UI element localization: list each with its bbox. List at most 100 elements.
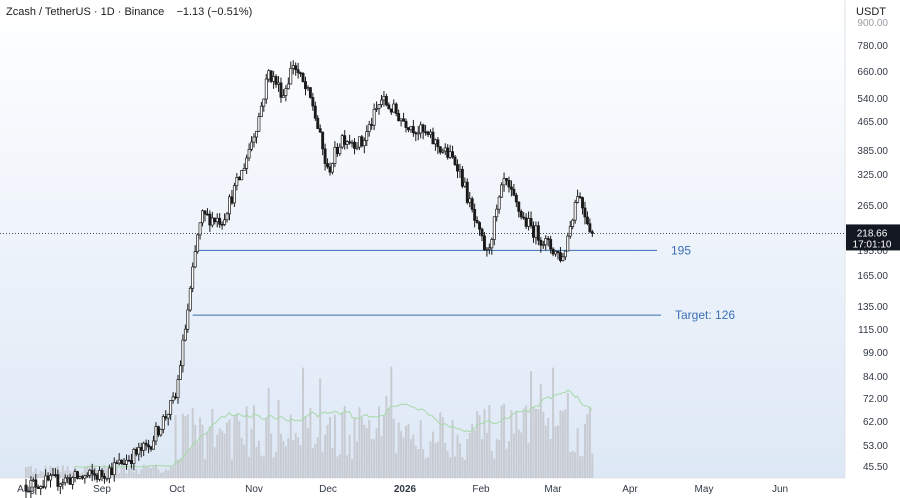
volume-bar xyxy=(365,428,368,478)
candle-body xyxy=(120,459,124,465)
candle-body xyxy=(362,140,366,147)
candle-body xyxy=(556,250,560,253)
candle-body xyxy=(458,168,462,172)
volume-bar xyxy=(25,466,27,478)
time-tick-label: Apr xyxy=(622,484,638,495)
candle-body xyxy=(277,82,280,85)
volume-bar xyxy=(321,451,324,478)
volume-bar xyxy=(476,411,479,478)
volume-bar xyxy=(414,445,417,478)
volume-bar xyxy=(201,424,204,478)
volume-bar xyxy=(243,444,246,478)
volume-bar xyxy=(324,434,327,478)
exchange-name: Binance xyxy=(124,6,165,18)
interval-label[interactable]: 1D xyxy=(100,6,115,18)
candle-body xyxy=(384,96,388,106)
candle-body xyxy=(223,219,227,225)
candle-body xyxy=(80,476,84,479)
candle-body xyxy=(68,477,72,485)
volume-bar xyxy=(289,414,292,478)
candle-body xyxy=(117,459,121,464)
candle-body xyxy=(122,463,126,466)
candle-body xyxy=(78,476,82,479)
plot-background xyxy=(0,0,845,478)
symbol-name[interactable]: Zcash / TetherUS xyxy=(6,6,91,18)
volume-bar xyxy=(292,440,295,478)
volume-bar xyxy=(397,422,400,478)
candle-body xyxy=(53,474,57,476)
candle-body xyxy=(431,131,435,145)
volume-bar xyxy=(226,422,229,478)
candle-countdown: 17:01:10 xyxy=(853,239,892,250)
volume-bar xyxy=(542,411,545,478)
volume-bar xyxy=(591,453,594,478)
volume-bar xyxy=(338,454,341,478)
price-tick-label: 84.00 xyxy=(863,372,888,383)
candle-body xyxy=(404,120,408,128)
annotation-lines: 195 Target: 126 xyxy=(192,243,735,322)
candle-body xyxy=(387,104,391,110)
currency-label[interactable]: USDT xyxy=(856,6,886,18)
candle-body xyxy=(470,198,474,210)
volume-bar xyxy=(297,437,300,478)
candle-body xyxy=(110,467,114,476)
volume-bar xyxy=(189,448,192,478)
candle-body xyxy=(448,151,452,158)
candle-body xyxy=(409,126,413,131)
candle-body xyxy=(250,141,253,150)
volume-bar xyxy=(127,468,130,478)
candle-body xyxy=(316,117,320,129)
candle-body xyxy=(563,250,567,258)
volume-bar xyxy=(221,430,224,478)
volume-bar xyxy=(358,407,361,478)
candle-body xyxy=(421,124,425,133)
candle-body xyxy=(125,459,128,465)
candle-body xyxy=(281,95,285,98)
volume-bar xyxy=(532,406,535,478)
volume-bar xyxy=(510,410,513,478)
candle-body xyxy=(159,428,163,436)
candle-body xyxy=(286,83,290,90)
volume-bar xyxy=(522,408,525,478)
candle-body xyxy=(139,447,143,451)
volume-bar xyxy=(167,470,170,478)
candle-body xyxy=(272,76,276,82)
candle-body xyxy=(29,480,33,492)
candle-body xyxy=(321,131,325,150)
candle-body xyxy=(299,72,303,75)
candle-body xyxy=(161,416,165,430)
candle-body xyxy=(473,209,477,221)
annotation-label: 195 xyxy=(671,243,691,257)
candle-body xyxy=(205,213,209,216)
price-tick-label: 53.00 xyxy=(863,441,888,452)
volume-bar xyxy=(409,439,412,478)
volume-bar xyxy=(64,470,67,478)
volume-bar xyxy=(429,441,432,478)
candle-body xyxy=(203,210,207,215)
volume-bar xyxy=(395,453,398,478)
time-tick-label: May xyxy=(695,484,714,495)
volume-bar xyxy=(348,434,351,478)
candle-body xyxy=(51,474,55,476)
candle-body xyxy=(323,148,327,164)
candle-body xyxy=(505,178,508,181)
volume-bar xyxy=(370,438,373,478)
candle-body xyxy=(164,416,168,419)
volume-bar xyxy=(569,452,572,478)
volume-bar xyxy=(172,467,175,478)
volume-bar xyxy=(517,429,520,478)
candle-body xyxy=(551,248,555,255)
candle-body xyxy=(147,444,151,448)
price-tick-label-clipped: 900.00 xyxy=(857,18,888,29)
candle-body xyxy=(134,449,138,455)
candle-body xyxy=(220,223,224,226)
volume-bar xyxy=(387,407,390,478)
candle-body xyxy=(411,126,415,134)
volume-bar xyxy=(61,465,64,478)
volume-bar xyxy=(186,414,189,478)
candle-body xyxy=(90,469,94,475)
candle-body xyxy=(156,426,160,436)
volume-bar xyxy=(223,433,226,478)
